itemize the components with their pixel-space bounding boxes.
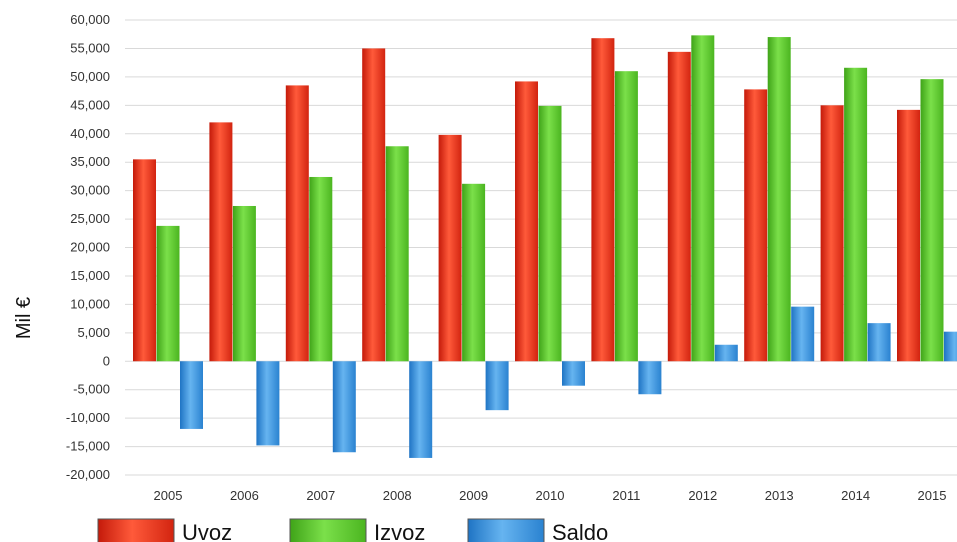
bar-uvoz-2014	[820, 105, 844, 362]
bar-izvoz-2013	[767, 37, 791, 362]
x-tick-label: 2007	[306, 488, 335, 503]
bar-saldo-2015	[944, 331, 957, 362]
y-tick-label: 20,000	[70, 240, 110, 255]
bar-izvoz-2008	[385, 146, 409, 362]
y-tick-label: 10,000	[70, 296, 110, 311]
bar-izvoz-2014	[844, 67, 868, 362]
y-axis-label: Mil €	[13, 297, 35, 339]
bar-uvoz-2013	[744, 89, 768, 362]
bar-uvoz-2005	[133, 159, 156, 362]
x-tick-label: 2011	[612, 488, 640, 503]
x-tick-label: 2014	[841, 488, 870, 503]
bar-saldo-2010	[562, 361, 585, 386]
x-tick-label: 2009	[459, 488, 488, 503]
y-tick-label: 25,000	[70, 211, 110, 226]
bar-izvoz-2007	[309, 176, 333, 362]
legend-label-uvoz: Uvoz	[182, 520, 232, 542]
x-tick-label: 2008	[383, 488, 412, 503]
bar-uvoz-2008	[362, 48, 386, 362]
x-tick-label: 2006	[230, 488, 259, 503]
bar-uvoz-2010	[515, 81, 538, 362]
legend-swatch-uvoz	[97, 518, 175, 542]
y-tick-label: 60,000	[70, 12, 110, 27]
bar-uvoz-2011	[591, 38, 615, 362]
bar-izvoz-2006	[232, 205, 256, 362]
y-tick-label: 45,000	[70, 97, 110, 112]
legend-swatch-izvoz	[289, 518, 367, 542]
bar-izvoz-2009	[462, 183, 486, 362]
y-tick-label: 30,000	[70, 183, 110, 198]
bar-saldo-2009	[485, 361, 509, 411]
bar-uvoz-2007	[285, 85, 309, 362]
bar-saldo-2014	[867, 323, 891, 362]
bar-izvoz-2015	[920, 79, 944, 362]
legend-swatch-saldo	[467, 518, 545, 542]
bar-saldo-2011	[638, 361, 662, 395]
y-tick-label: -20,000	[66, 467, 110, 482]
y-axis-ticks: 60,000 55,000 50,000 45,000 40,000 35,000 30,0…	[66, 12, 110, 482]
x-tick-label: 2013	[765, 488, 794, 503]
y-tick-label: -15,000	[66, 439, 110, 454]
y-tick-label: 5,000	[77, 325, 110, 340]
y-tick-label: 15,000	[70, 268, 110, 283]
bar-saldo-2007	[332, 361, 356, 453]
x-tick-label: 2005	[154, 488, 183, 503]
y-tick-label: 55,000	[70, 40, 110, 55]
y-tick-label: -10,000	[66, 410, 110, 425]
y-tick-label: 40,000	[70, 126, 110, 141]
y-tick-label: 0	[103, 353, 110, 368]
bar-uvoz-2012	[667, 51, 691, 362]
x-axis-ticks: 2005 2006 2007 2008 2009 2010 2011 2012 2013 2014…	[154, 488, 947, 503]
y-tick-label: -5,000	[73, 382, 110, 397]
bar-izvoz-2012	[691, 35, 715, 362]
bar-izvoz-2010	[538, 105, 562, 362]
bar-saldo-2008	[409, 361, 433, 458]
legend-label-izvoz: Izvoz	[374, 520, 425, 542]
bar-uvoz-2009	[438, 134, 462, 362]
bar-saldo-2005	[180, 361, 203, 429]
bar-izvoz-2011	[614, 71, 638, 362]
bar-uvoz-2006	[209, 122, 233, 362]
legend: Uvoz Izvoz Saldo	[97, 518, 608, 542]
bar-izvoz-2005	[156, 225, 180, 362]
legend-label-saldo: Saldo	[552, 520, 608, 542]
x-tick-label: 2012	[688, 488, 717, 503]
x-tick-label: 2015	[918, 488, 947, 503]
bar-uvoz-2015	[897, 109, 920, 362]
bar-saldo-2006	[256, 361, 280, 446]
bars	[133, 35, 957, 458]
bar-saldo-2013	[791, 306, 815, 362]
y-tick-label: 50,000	[70, 69, 110, 84]
bar-saldo-2012	[714, 344, 738, 362]
y-tick-label: 35,000	[70, 154, 110, 169]
x-tick-label: 2010	[536, 488, 565, 503]
